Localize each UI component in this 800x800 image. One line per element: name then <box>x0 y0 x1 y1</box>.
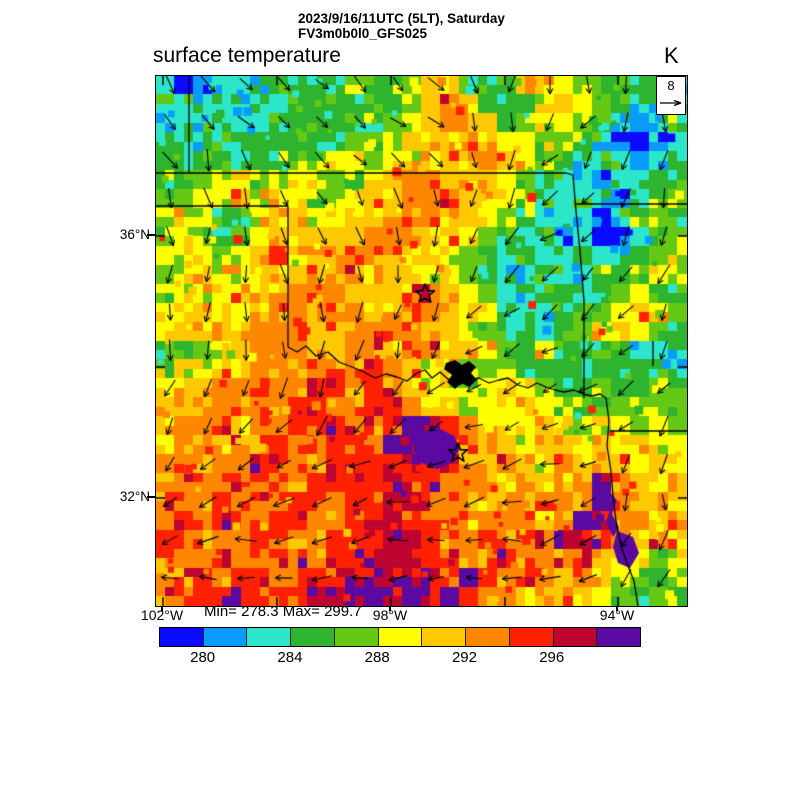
colorbar-segment-0 <box>160 628 204 646</box>
colorbar-segment-8 <box>509 628 554 646</box>
lat-label-36n: 36°N <box>119 227 150 242</box>
colorbar-label-296: 296 <box>539 649 565 666</box>
colorbar-segment-6 <box>422 628 467 646</box>
lon-label-94w: 94°W <box>599 607 635 623</box>
colorbar-segment-4 <box>334 628 379 646</box>
lat-label-32n: 32°N <box>119 489 150 504</box>
lon-tick-94w <box>616 606 618 611</box>
colorbar-label-292: 292 <box>451 649 477 666</box>
colorbar-segment-1 <box>203 628 248 646</box>
lat-tick-32n <box>147 496 155 498</box>
minmax-label: Min= 278.3 Max= 299.7 <box>204 603 362 620</box>
lat-tick-36n <box>147 234 155 236</box>
plot-title: surface temperature <box>153 44 341 67</box>
colorbar-segment-2 <box>247 628 292 646</box>
temperature-map-canvas <box>156 76 687 606</box>
lon-label-102w: 102°W <box>140 607 184 623</box>
lon-tick-98w <box>389 606 391 611</box>
header-datetime: 2023/9/16/11UTC (5LT), Saturday <box>298 11 505 26</box>
colorbar-segment-10 <box>597 628 641 646</box>
colorbar-label-280: 280 <box>190 649 216 666</box>
wind-reference-arrow-icon <box>660 99 682 107</box>
colorbar-segment-5 <box>378 628 423 646</box>
colorbar-label-288: 288 <box>364 649 390 666</box>
header-model-name: FV3m0b0l0_GFS025 <box>298 26 428 41</box>
wind-reference-box: 8 <box>656 76 686 115</box>
lon-label-98w: 98°W <box>372 607 408 623</box>
colorbar-segment-7 <box>466 628 510 646</box>
map-frame <box>155 75 688 607</box>
lon-tick-102w <box>161 606 163 611</box>
temperature-colorbar <box>159 627 641 647</box>
colorbar-segment-9 <box>553 628 598 646</box>
wind-reference-value: 8 <box>667 78 675 93</box>
colorbar-segment-3 <box>291 628 335 646</box>
units-label: K <box>664 43 679 68</box>
colorbar-label-284: 284 <box>277 649 303 666</box>
